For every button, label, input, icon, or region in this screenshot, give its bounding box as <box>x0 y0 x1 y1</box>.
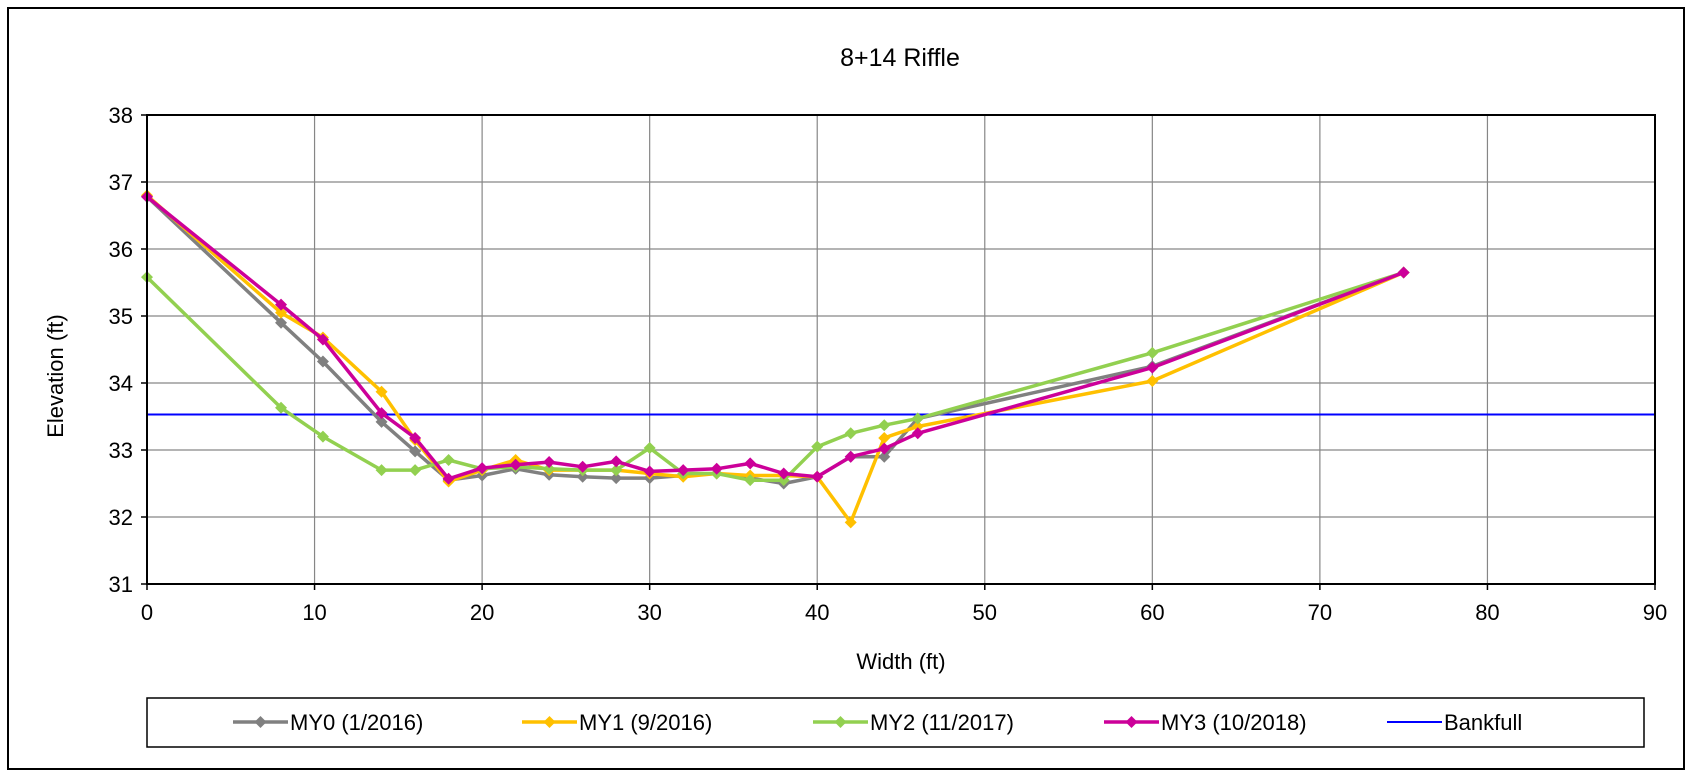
series-layer <box>141 189 1655 529</box>
data-point-marker <box>375 464 388 477</box>
data-point-marker <box>643 465 656 478</box>
legend: MY0 (1/2016) MY1 (9/2016) MY2 (11/2017) MY3… <box>146 697 1645 748</box>
series-my3-10-2018 <box>141 190 1410 485</box>
data-point-marker <box>576 470 589 483</box>
legend-marker <box>1125 716 1138 728</box>
x-axis-title: Width (ft) <box>856 649 945 674</box>
y-tick-label: 37 <box>109 170 133 195</box>
series-line <box>145 195 1405 486</box>
tick-labels: 0 10 20 30 40 50 60 70 80 90 31 32 33 34 35 36 37 38 <box>109 103 1668 625</box>
series-line <box>145 270 1405 482</box>
data-point-marker <box>777 474 790 487</box>
data-point-marker <box>744 457 757 470</box>
data-point-marker <box>610 455 623 468</box>
data-point-marker <box>316 355 329 368</box>
x-tick-label: 80 <box>1475 600 1499 625</box>
data-point-marker <box>375 415 388 428</box>
y-tick-label: 31 <box>109 572 133 597</box>
y-tick-label: 36 <box>109 237 133 262</box>
data-point-marker <box>275 316 288 329</box>
data-point-marker <box>1397 266 1410 279</box>
data-point-marker <box>610 464 623 477</box>
data-point-marker <box>844 450 857 463</box>
data-point-marker <box>878 431 891 444</box>
y-tick-label: 35 <box>109 304 133 329</box>
data-point-marker <box>878 419 891 432</box>
data-point-marker <box>643 441 656 454</box>
legend-marker <box>254 716 267 728</box>
data-point-marker <box>710 462 723 475</box>
data-point-marker <box>375 407 388 420</box>
data-point-marker <box>576 460 589 473</box>
plot-area-border <box>146 114 1656 585</box>
legend-item-my0-1-2016: MY0 (1/2016) <box>233 710 423 735</box>
chart-outer-border <box>7 7 1685 770</box>
series-line <box>145 194 1405 525</box>
data-point-marker <box>878 442 891 455</box>
data-point-marker <box>811 470 824 483</box>
x-tick-label: 70 <box>1308 600 1332 625</box>
x-tick-label: 0 <box>141 600 153 625</box>
x-tick-label: 90 <box>1643 600 1667 625</box>
legend-item-my3-10-2018: MY3 (10/2018) <box>1104 710 1307 735</box>
data-point-marker <box>316 333 329 346</box>
y-tick-label: 34 <box>109 371 133 396</box>
y-tick-label: 33 <box>109 438 133 463</box>
data-point-marker <box>677 464 690 477</box>
data-point-marker <box>275 306 288 319</box>
data-point-marker <box>409 464 422 477</box>
data-point-marker <box>811 440 824 453</box>
legend-label: Bankfull <box>1444 710 1522 735</box>
data-point-marker <box>543 462 556 475</box>
data-point-marker <box>911 412 924 425</box>
data-point-marker <box>509 458 522 471</box>
data-point-marker <box>844 427 857 440</box>
legend-label: MY1 (9/2016) <box>579 710 712 735</box>
data-point-marker <box>1146 361 1159 374</box>
data-point-marker <box>777 467 790 480</box>
data-point-marker <box>911 420 924 433</box>
x-tick-label: 50 <box>973 600 997 625</box>
legend-item-my2-11-2017: MY2 (11/2017) <box>813 710 1014 735</box>
legend-item-my1-9-2016: MY1 (9/2016) <box>522 710 712 735</box>
data-point-marker <box>409 431 422 444</box>
data-point-marker <box>442 472 455 485</box>
legend-label: MY3 (10/2018) <box>1161 710 1307 735</box>
legend-label: MY0 (1/2016) <box>290 710 423 735</box>
data-point-marker <box>375 385 388 398</box>
legend-marker <box>543 716 556 728</box>
y-tick-label: 38 <box>109 103 133 128</box>
y-axis-title: Elevation (ft) <box>43 314 68 438</box>
x-tick-label: 30 <box>637 600 661 625</box>
data-point-marker <box>275 401 288 414</box>
data-point-marker <box>610 472 623 485</box>
x-tick-label: 10 <box>302 600 326 625</box>
data-point-marker <box>543 456 556 469</box>
x-tick-label: 60 <box>1140 600 1164 625</box>
series-line <box>145 195 1405 481</box>
data-point-marker <box>275 298 288 311</box>
data-point-marker <box>911 427 924 440</box>
data-point-marker <box>476 462 489 475</box>
data-point-marker <box>409 445 422 458</box>
legend-marker <box>834 716 847 728</box>
chart-title: 8+14 Riffle <box>840 44 960 72</box>
x-tick-label: 40 <box>805 600 829 625</box>
data-point-marker <box>744 474 757 487</box>
data-point-marker <box>1146 346 1159 359</box>
data-point-marker <box>1146 374 1159 387</box>
legend-label: MY2 (11/2017) <box>870 710 1014 735</box>
x-tick-label: 20 <box>470 600 494 625</box>
data-point-marker <box>878 450 891 463</box>
legend-item-bankfull: Bankfull <box>1387 710 1522 735</box>
data-point-marker <box>316 430 329 443</box>
y-tick-label: 32 <box>109 505 133 530</box>
data-point-marker <box>442 454 455 467</box>
data-point-marker <box>844 516 857 529</box>
